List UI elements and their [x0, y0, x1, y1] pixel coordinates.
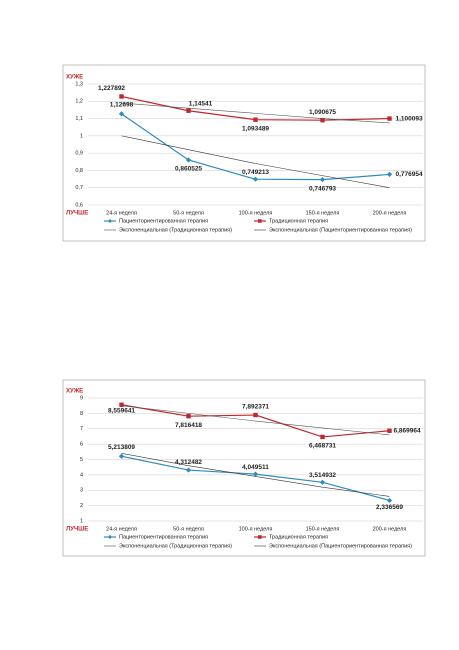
value-label: 1,14541	[189, 100, 213, 107]
value-label: 4,049511	[242, 464, 269, 471]
value-label: 6,869964	[394, 427, 421, 434]
y-tick-label: 5	[80, 457, 83, 463]
y-tick-label: 4	[80, 472, 83, 478]
x-tick-label: 200-я неделя	[373, 526, 407, 532]
point-marker	[319, 177, 326, 183]
x-tick-label: 100-я неделя	[239, 210, 273, 216]
chart-frame	[62, 379, 426, 557]
point-marker	[387, 428, 392, 433]
series-line	[121, 453, 390, 497]
point-marker	[118, 453, 125, 459]
y-tick-label: 1,3	[75, 81, 83, 87]
point-marker	[386, 171, 393, 178]
y-tick-label: 6	[80, 442, 83, 448]
y-tick-label: 1,1	[75, 116, 83, 122]
legend-label: Пациенториентированная терапия	[119, 534, 208, 540]
legend-label: Экспоненциальная (Традиционная терапия)	[119, 543, 232, 549]
x-tick-label: 50-я неделя	[173, 526, 204, 532]
x-tick-label: 100-я неделя	[239, 526, 273, 532]
value-label: 1,12698	[110, 102, 134, 109]
point-marker	[319, 479, 326, 485]
y-tick-label: 3	[80, 488, 83, 494]
legend-label: Экспоненциальная (Традиционная терапия)	[119, 227, 232, 233]
value-label: 7,816418	[175, 422, 202, 429]
legend-marker	[258, 535, 262, 539]
y-tick-label: 0,7	[75, 185, 83, 191]
legend-marker	[108, 219, 112, 223]
point-marker	[119, 94, 124, 99]
value-label: 0,776954	[396, 171, 423, 178]
value-label: 1,093489	[242, 125, 269, 132]
y-tick-label: 0,8	[75, 168, 83, 174]
value-label: 2,336569	[376, 504, 403, 511]
value-label: 8,559641	[108, 407, 135, 414]
y-tick-label: 2	[80, 503, 83, 509]
point-marker	[320, 117, 325, 123]
y-tick-label: 7	[80, 426, 83, 432]
point-marker	[119, 402, 124, 407]
legend-label: Экспоненциальная (Пациенториентированная…	[269, 227, 412, 233]
y-tick-label: 8	[80, 411, 83, 417]
legend-label: Традиционная терапия	[269, 218, 328, 224]
y-tick-label: 0,6	[75, 202, 83, 208]
y-tick-label: 1	[80, 133, 83, 139]
point-marker	[118, 111, 125, 117]
series-line	[121, 95, 390, 121]
point-marker	[253, 412, 258, 418]
y-tick-label: 0,9	[75, 151, 83, 157]
point-marker	[252, 471, 259, 477]
legend-label: Экспоненциальная (Пациенториентированная…	[269, 543, 412, 549]
chart-frame	[62, 64, 426, 242]
value-label: 0,746793	[309, 185, 336, 192]
series-line	[121, 102, 390, 124]
x-tick-label: 200-я неделя	[373, 210, 407, 216]
point-marker	[185, 467, 192, 473]
value-label: 0,749213	[242, 169, 269, 176]
y-tick-label: 9	[80, 395, 83, 401]
point-marker	[387, 116, 392, 121]
value-label: 4,312482	[175, 459, 202, 466]
x-tick-label: 24-я неделя	[106, 526, 137, 532]
point-marker	[186, 413, 191, 419]
side: ХУЖЕ	[66, 75, 83, 81]
value-label: 6,468731	[309, 443, 336, 450]
point-marker	[253, 117, 258, 122]
x-tick-label: 24-я неделя	[106, 210, 137, 216]
legend-marker	[108, 535, 112, 539]
side: ЛУЧШЕ	[66, 211, 88, 217]
x-tick-label: 150-я неделя	[306, 210, 340, 216]
point-marker	[320, 434, 325, 440]
point-marker	[252, 176, 259, 182]
value-label: 0,860525	[175, 166, 202, 173]
x-tick-label: 150-я неделя	[306, 526, 340, 532]
value-label: 3,514932	[309, 472, 336, 479]
side: ЛУЧШЕ	[66, 527, 88, 533]
value-label: 1,100093	[396, 115, 423, 122]
point-marker	[186, 108, 191, 113]
point-marker	[185, 157, 192, 163]
y-tick-label: 1,2	[75, 99, 83, 105]
point-marker	[386, 497, 393, 504]
value-label: 5,213809	[108, 444, 135, 451]
legend-label: Пациенториентированная терапия	[119, 218, 208, 224]
value-label: 1,227892	[98, 85, 125, 92]
legend-marker	[258, 219, 262, 223]
value-label: 7,892371	[242, 404, 269, 411]
series-line	[121, 405, 390, 436]
value-label: 1,090675	[309, 109, 336, 116]
x-tick-label: 50-я неделя	[173, 210, 204, 216]
side: ХУЖЕ	[66, 389, 83, 395]
series-line	[121, 135, 390, 189]
legend-label: Традиционная терапия	[269, 534, 328, 540]
y-tick-label: 1	[80, 518, 83, 524]
